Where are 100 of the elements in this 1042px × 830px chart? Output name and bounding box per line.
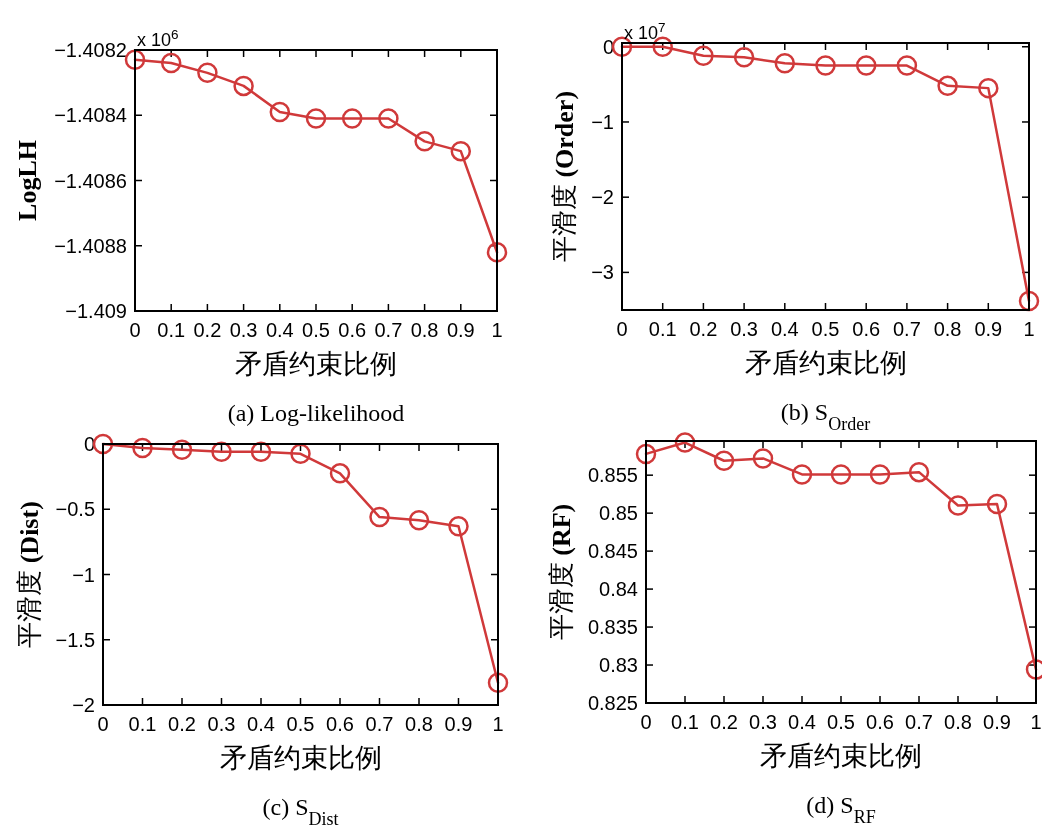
point [896, 55, 918, 76]
point [635, 443, 657, 465]
y-tick-label: 0.845 [587, 540, 638, 563]
text: (a) Log-likelihood [227, 400, 405, 426]
point [329, 463, 351, 484]
point [830, 464, 852, 485]
x-tick-label: 0.5 [302, 319, 330, 341]
text: (c) S$_{Dist}$ [262, 794, 339, 829]
point [448, 515, 469, 537]
point [1018, 290, 1040, 312]
y-axis-title: 平滑度 (Dist) [14, 501, 44, 648]
point [250, 441, 272, 463]
x-tick-label: 0.1 [157, 319, 186, 341]
point [774, 53, 796, 74]
x-tick-label: 0.8 [405, 713, 433, 735]
x-axis-title: 矛盾约束比例 [235, 349, 397, 379]
point [947, 495, 969, 516]
x-tick-label: 0.9 [983, 711, 1011, 733]
x-tick-label: 0.7 [374, 319, 403, 341]
x-tick-label: 0.5 [811, 318, 840, 340]
point [233, 75, 254, 97]
point [674, 432, 696, 453]
x-tick-label: 0.9 [974, 318, 1003, 340]
x-tick-label: 0.6 [866, 711, 894, 733]
point [752, 448, 774, 469]
point [486, 242, 508, 263]
point [341, 108, 363, 129]
text: (d) S$_{RF}$ [806, 792, 876, 827]
point [855, 55, 877, 76]
x-tick-label: 0.6 [326, 713, 354, 735]
x-tick-label: 0 [129, 319, 141, 341]
x-tick-label: 0.9 [446, 319, 475, 341]
x-tick-label: 0.3 [207, 713, 236, 735]
x-tick-label: 0.2 [710, 711, 738, 733]
point [869, 464, 891, 485]
y-tick-label: −1.4082 [54, 39, 127, 61]
x-tick-label: 0.3 [229, 319, 258, 341]
y-tick-label: 0.855 [587, 464, 638, 487]
y-tick-label: −2 [72, 694, 95, 716]
point [369, 506, 390, 528]
point [197, 62, 218, 84]
point [791, 464, 813, 485]
point [815, 55, 836, 76]
y-axis-title: 平滑度 (Order) [550, 90, 580, 263]
point [450, 140, 472, 162]
annotation: x 10$^{7}$ [624, 19, 666, 43]
x-axis-title: 矛盾约束比例 [219, 743, 382, 773]
y-axis-title: LogLH [13, 140, 43, 221]
point [713, 450, 735, 471]
y-tick-label: −1.4084 [54, 104, 127, 127]
point [408, 510, 430, 531]
point [305, 108, 327, 129]
y-tick-label: −1.5 [55, 628, 95, 651]
point [978, 77, 999, 99]
y-tick-label: −3 [591, 261, 614, 284]
x-tick-label: 0.8 [933, 318, 962, 340]
point [269, 101, 291, 123]
x-tick-label: 0.4 [247, 713, 275, 735]
point [160, 52, 182, 74]
y-tick-label: 0.84 [599, 578, 638, 601]
point [937, 75, 958, 97]
x-tick-label: 0.1 [128, 713, 157, 735]
x-axis-title: 矛盾约束比例 [760, 741, 922, 771]
y-tick-label: 0.83 [599, 654, 638, 677]
y-tick-label: −1 [72, 563, 95, 586]
x-tick-label: 0.4 [770, 318, 799, 340]
annotation: x 10$^{6}$ [137, 26, 179, 50]
x-tick-label: 0.7 [892, 318, 921, 340]
y-tick-label: −0.5 [55, 498, 95, 521]
point [290, 443, 311, 465]
point [211, 441, 232, 463]
y-tick-label: 0.825 [587, 692, 638, 714]
y-tick-label: −1.4088 [54, 234, 127, 257]
x-tick-label: 0.1 [648, 318, 677, 340]
y-tick-label: 0.85 [599, 502, 638, 525]
text: (b) S$_{Order}$ [780, 399, 871, 434]
x-tick-label: 0.6 [852, 318, 881, 340]
point [378, 108, 399, 129]
point [693, 45, 714, 67]
x-tick-label: 1 [1030, 711, 1042, 733]
x-tick-label: 1 [491, 319, 503, 341]
point [487, 672, 509, 694]
point [986, 493, 1008, 515]
point [92, 433, 114, 455]
x-tick-label: 0.5 [286, 713, 315, 735]
x-tick-label: 0.2 [689, 318, 718, 340]
x-tick-label: 0.5 [827, 711, 855, 733]
x-tick-label: 0.3 [730, 318, 759, 340]
x-tick-label: 0.1 [671, 711, 699, 733]
point [171, 439, 193, 461]
x-tick-label: 0.9 [444, 713, 473, 735]
point [733, 47, 755, 68]
y-axis-title: 平滑度 (RF) [546, 503, 576, 641]
y-tick-label: −1.409 [65, 300, 127, 322]
x-axis-title: 矛盾约束比例 [744, 348, 907, 378]
x-tick-label: 0.6 [338, 319, 367, 341]
x-tick-label: 0.8 [944, 711, 972, 733]
y-tick-label: 0 [83, 433, 95, 455]
x-tick-label: 0.2 [168, 713, 196, 735]
x-tick-label: 0.3 [749, 711, 777, 733]
